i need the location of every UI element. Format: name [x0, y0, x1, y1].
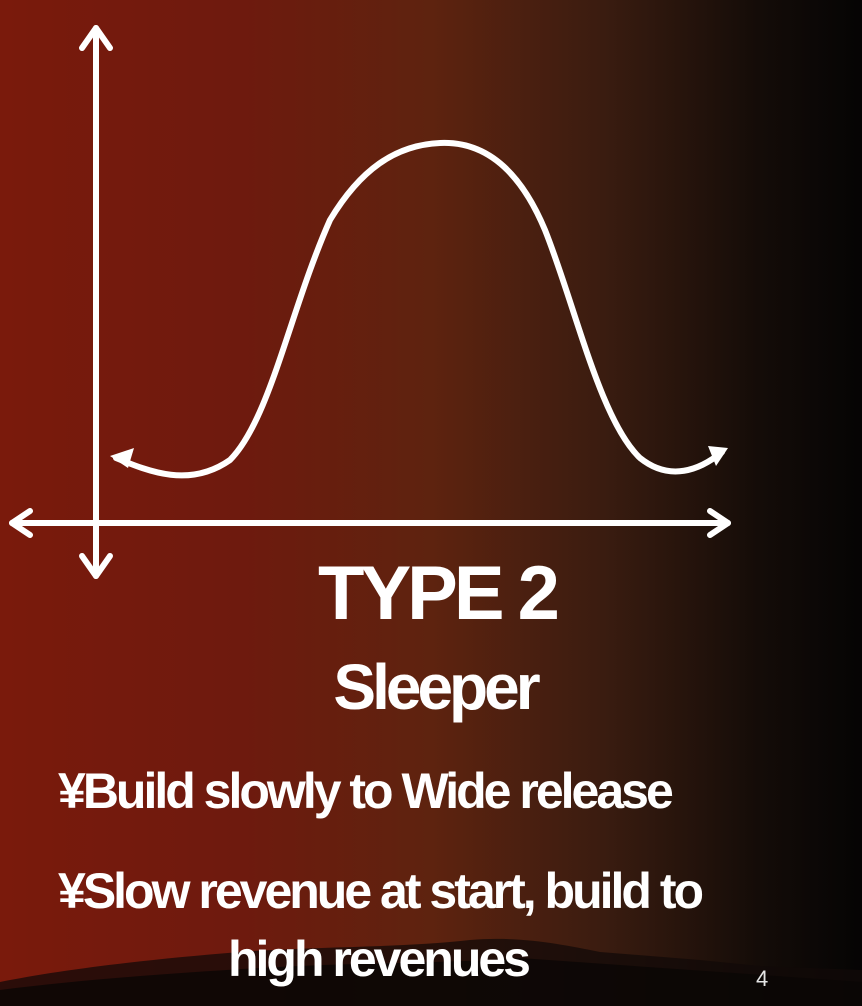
bullet-text: Build slowly to Wide release [82, 763, 674, 819]
curve-right-arrowhead-icon [708, 446, 728, 466]
slide-subtitle: Sleeper [333, 651, 540, 723]
sleeper-curve-diagram [0, 0, 862, 600]
vertical-axis [79, 25, 113, 579]
bullet-marker: ¥ [58, 863, 86, 919]
page-number: 4 [756, 966, 769, 991]
bullet-slow-revenue: ¥Slow revenue at start, build to [58, 862, 704, 920]
dark-ground-band [0, 938, 862, 1006]
slide-title: TYPE 2 [318, 551, 560, 636]
bullet-build-slowly: ¥Build slowly to Wide release [58, 762, 674, 820]
horizontal-axis [9, 508, 731, 538]
revenue-curve [113, 139, 725, 479]
curve-left-arrowhead-icon [110, 448, 134, 468]
bullet-text: Slow revenue at start, build to [82, 863, 704, 919]
bullet-marker: ¥ [58, 763, 86, 819]
bullet-slow-revenue-continuation: high revenues [228, 931, 531, 987]
